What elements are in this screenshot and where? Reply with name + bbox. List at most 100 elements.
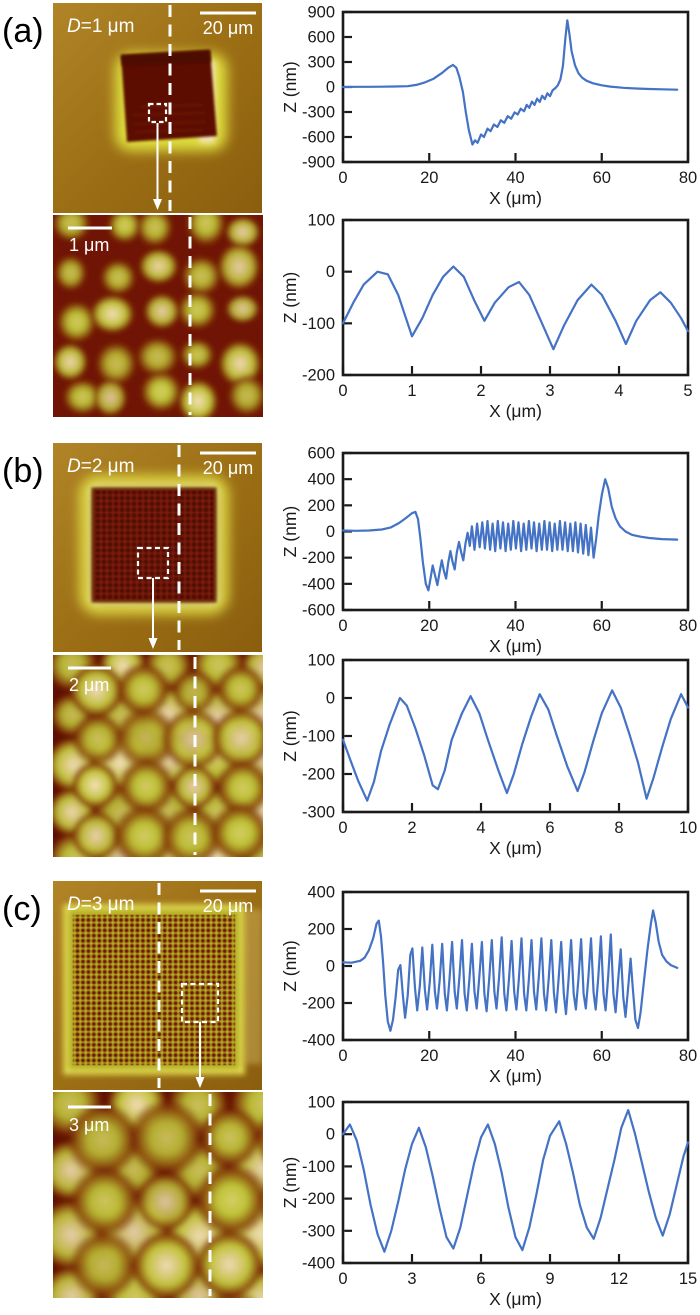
y-tick-label: -300 [302, 1222, 335, 1240]
machined-halo [63, 904, 245, 1075]
x-tick-label: 1 [407, 382, 416, 400]
plot-frame [341, 451, 690, 612]
y-tick-label: 0 [326, 1126, 335, 1144]
x-tick-label: 40 [506, 1047, 524, 1065]
x-tick-label: 10 [679, 819, 697, 837]
y-tick-label: 100 [307, 1094, 335, 1112]
profile-chart-b-wide: Z (nm) 600 400 200 0 -200 -400 -600 0 20 40 60 80 X (… [278, 445, 700, 658]
x-tick-label: 40 [506, 169, 524, 187]
y-tick-label: 600 [307, 445, 335, 463]
plot-frame [341, 218, 690, 377]
y-tick-label: 900 [307, 4, 335, 22]
profile-chart-a-zoom: Z (nm) 100 0 -100 -200 0 1 2 3 4 5 X (μm) [278, 212, 700, 423]
x-tick-label: 0 [338, 382, 347, 400]
x-tick-label: 60 [593, 169, 611, 187]
x-tick-label: 2 [476, 382, 485, 400]
y-axis-title: Z (nm) [280, 506, 300, 558]
x-tick-label: 80 [679, 1047, 697, 1065]
x-tick-label: 0 [338, 169, 347, 187]
x-tick-label: 80 [679, 169, 697, 187]
x-tick-label: 6 [476, 1270, 485, 1288]
x-tick-label: 60 [593, 617, 611, 635]
x-tick-label: 4 [476, 819, 485, 837]
x-tick-label: 4 [614, 382, 623, 400]
y-tick-label: -200 [302, 549, 335, 567]
profile-line [341, 689, 690, 802]
afm-overview-image-b: D=2 μm 20 μm [53, 443, 262, 652]
x-tick-label: 8 [614, 819, 623, 837]
y-tick-label: -200 [302, 367, 335, 385]
y-tick-label: 0 [326, 958, 335, 976]
profile-line [341, 1109, 690, 1253]
zoom-region-dashed-box [147, 102, 168, 124]
x-tick-label: 0 [338, 1270, 347, 1288]
x-tick-label: 80 [679, 617, 697, 635]
panel-label-c: (c) [2, 890, 42, 928]
profile-chart-b-zoom: Z (nm) 100 0 -100 -200 -300 0 2 4 6 8 10 X (μm) [278, 652, 700, 860]
x-tick-label: 0 [338, 1047, 347, 1065]
zoom-arrow-head [148, 638, 158, 649]
x-axis-title: X (μm) [489, 838, 542, 858]
plot-frame [341, 1100, 690, 1265]
plot-frame [341, 658, 690, 814]
x-axis-title: X (μm) [489, 188, 542, 208]
y-tick-label: 200 [307, 921, 335, 939]
x-axis-title: X (μm) [489, 401, 542, 421]
y-tick-label: -900 [302, 154, 335, 172]
y-tick-label: 400 [307, 471, 335, 489]
x-tick-label: 20 [420, 617, 438, 635]
afm-overview-image-c: D=3 μm 20 μm [53, 881, 262, 1090]
x-tick-label: 0 [338, 617, 347, 635]
y-tick-label: -200 [302, 995, 335, 1013]
panel-label-b: (b) [2, 452, 44, 490]
panel-label-a: (a) [2, 12, 44, 50]
y-tick-label: -400 [302, 1032, 335, 1050]
x-tick-label: 9 [545, 1270, 554, 1288]
y-tick-label: -600 [302, 129, 335, 147]
x-tick-label: 3 [545, 382, 554, 400]
x-tick-label: 15 [679, 1270, 697, 1288]
zoom-arrow-head [195, 1077, 205, 1088]
scale-bar-label: 20 μm [203, 18, 253, 38]
profile-line [341, 265, 690, 351]
y-tick-label: -300 [302, 804, 335, 822]
y-axis-title: Z (nm) [280, 272, 300, 324]
x-axis-title: X (μm) [489, 636, 542, 656]
scale-bar-label: 20 μm [203, 896, 253, 916]
y-tick-label: 0 [326, 79, 335, 97]
x-tick-label: 60 [593, 1047, 611, 1065]
x-tick-label: 0 [338, 819, 347, 837]
y-tick-label: -100 [302, 728, 335, 746]
y-tick-label: -100 [302, 315, 335, 333]
scale-bar-label: 3 μm [69, 1115, 109, 1135]
x-axis-title: X (μm) [489, 1066, 542, 1086]
profile-line [341, 478, 679, 592]
profile-chart-a-wide: Z (nm) 900 600 300 0 -300 -600 -900 0 20 40 60 80 X (… [278, 0, 700, 210]
surface-step [244, 909, 262, 1064]
profile-line [341, 909, 679, 1032]
y-tick-label: -400 [302, 1255, 335, 1273]
scale-bar-label: 1 μm [69, 235, 109, 255]
y-tick-label: 0 [326, 263, 335, 281]
y-tick-label: -100 [302, 1158, 335, 1176]
zoom-region-dashed-box [136, 546, 170, 580]
zoom-region-dashed-box [180, 982, 220, 1024]
y-tick-label: 100 [307, 652, 335, 670]
machined-square [121, 50, 217, 142]
y-tick-label: 0 [326, 523, 335, 541]
x-tick-label: 2 [407, 819, 416, 837]
y-tick-label: 0 [326, 690, 335, 708]
pitch-annotation: D=2 μm [67, 456, 134, 477]
x-tick-label: 40 [506, 617, 524, 635]
scale-bar-label: 2 μm [69, 675, 109, 695]
square-dark-edge [121, 50, 211, 66]
y-axis-title: Z (nm) [280, 61, 300, 113]
profile-line [341, 19, 679, 146]
profile-chart-c-wide: Z (nm) 400 200 0 -200 -400 0 20 40 60 80 X (μm) [278, 882, 700, 1088]
